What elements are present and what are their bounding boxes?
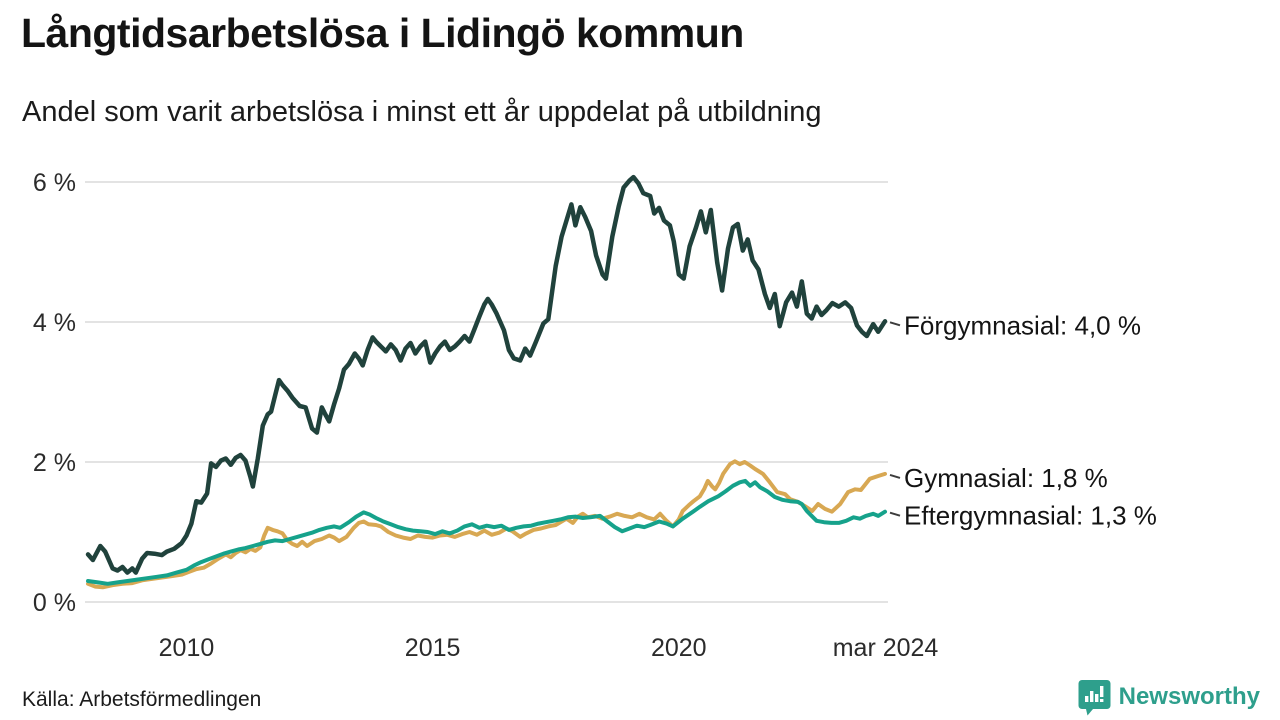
x-tick-label: 2020 bbox=[651, 634, 707, 662]
gridlines bbox=[85, 181, 888, 603]
x-tick-label: mar 2024 bbox=[833, 634, 939, 662]
series-end-labels: Förgymnasial: 4,0 % Gymnasial: 1,8 % Eft… bbox=[889, 310, 1157, 531]
series-label-gymnasial: Gymnasial: 1,8 % bbox=[904, 463, 1108, 493]
x-tick-label: 2015 bbox=[405, 634, 461, 662]
y-tick-label: 2 % bbox=[33, 449, 76, 477]
y-tick-label: 0 % bbox=[33, 589, 76, 617]
newsworthy-logo-icon bbox=[1078, 680, 1111, 716]
chart-subtitle: Andel som varit arbetslösa i minst ett å… bbox=[22, 96, 822, 128]
series-line-förgymnasial bbox=[85, 174, 888, 575]
series-line-eftergymnasial bbox=[86, 478, 887, 586]
x-axis-tick-labels: 2010 2015 2020 mar 2024 bbox=[159, 634, 939, 662]
series-line-gymnasial bbox=[86, 459, 887, 590]
y-axis-tick-labels: 0 % 2 % 4 % 6 % bbox=[33, 169, 76, 617]
series-lines bbox=[85, 174, 888, 590]
x-tick-label: 2010 bbox=[159, 634, 215, 662]
y-tick-label: 6 % bbox=[33, 169, 76, 197]
brand-name: Newsworthy bbox=[1118, 683, 1260, 710]
source-note: Källa: Arbetsförmedlingen bbox=[22, 688, 262, 711]
label-connector-dash bbox=[889, 473, 901, 479]
label-connector-dash bbox=[889, 321, 901, 327]
series-label-eftergymnasial: Eftergymnasial: 1,3 % bbox=[904, 501, 1157, 531]
label-connector-dash bbox=[889, 511, 901, 517]
y-tick-label: 4 % bbox=[33, 309, 76, 337]
page-title: Långtidsarbetslösa i Lidingö kommun bbox=[21, 10, 744, 56]
brand-lockup: Newsworthy bbox=[1078, 678, 1260, 716]
series-label-forgymnasial: Förgymnasial: 4,0 % bbox=[904, 310, 1141, 340]
